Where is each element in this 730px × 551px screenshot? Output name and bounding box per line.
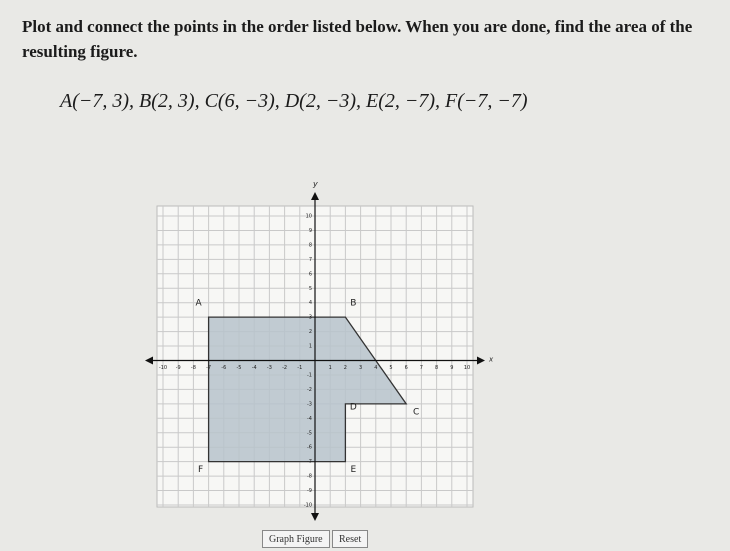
x-tick-label: 7 [420,365,423,371]
x-tick-label: -8 [191,365,196,371]
instructions: Plot and connect the points in the order… [22,17,693,61]
vertex-label: E [351,465,357,475]
y-tick-label: 10 [306,214,312,220]
x-tick-label: 8 [435,365,438,371]
y-tick-label: 2 [309,329,312,335]
y-tick-label: -3 [307,401,312,407]
arrow [477,356,485,365]
arrow [311,513,319,521]
x-tick-label: -5 [237,365,242,371]
x-tick-label: 9 [450,365,453,371]
y-tick-label: -8 [307,474,312,480]
arrow [145,356,153,365]
y-tick-label: -1 [307,372,312,378]
x-tick-label: -9 [176,365,181,371]
vertex-label: F [198,465,203,475]
figure [207,316,408,463]
x-tick-label: 3 [359,365,362,371]
y-tick-label: 1 [309,344,312,350]
y-tick-label: -7 [307,459,312,465]
y-tick-label: 5 [309,286,312,292]
y-tick-label: 4 [309,300,312,306]
vertex-label: B [350,299,356,309]
x-tick-label: 6 [405,365,408,371]
y-tick-label: -2 [307,387,312,393]
y-tick-label: -9 [307,488,312,494]
x-tick-label: -6 [221,365,226,371]
y-tick-label: 9 [309,228,312,234]
graph-figure-button[interactable]: Graph Figure [262,530,330,548]
y-tick-label: -6 [307,445,312,451]
points-list: A(−7, 3), B(2, 3), C(6, −3), D(2, −3), E… [60,90,528,112]
vertex-label: D [350,402,357,412]
x-tick-label: -4 [252,365,257,371]
y-tick-label: -10 [304,503,312,509]
vertex-label: C [413,407,419,417]
y-tick-label: 6 [309,271,312,277]
x-tick-label: 2 [344,365,347,371]
y-tick-label: -5 [307,430,312,436]
arrow [311,192,319,200]
vertex-label: A [196,299,203,309]
y-tick-label: 3 [309,315,312,321]
x-axis-label: x [488,356,494,364]
y-tick-label: -4 [307,416,312,422]
x-tick-label: -10 [159,365,167,371]
reset-button[interactable]: Reset [332,530,369,548]
x-tick-label: 1 [329,365,332,371]
y-tick-label: 7 [309,257,312,263]
x-tick-label: -3 [267,365,272,371]
x-tick-label: 5 [389,365,392,371]
y-axis-label: y [312,180,318,189]
x-tick-label: 10 [464,365,470,371]
y-tick-label: 8 [309,242,312,248]
x-tick-label: -1 [297,365,302,371]
x-tick-label: -2 [282,365,287,371]
x-tick-label: -7 [206,365,211,371]
x-tick-label: 4 [374,365,377,371]
